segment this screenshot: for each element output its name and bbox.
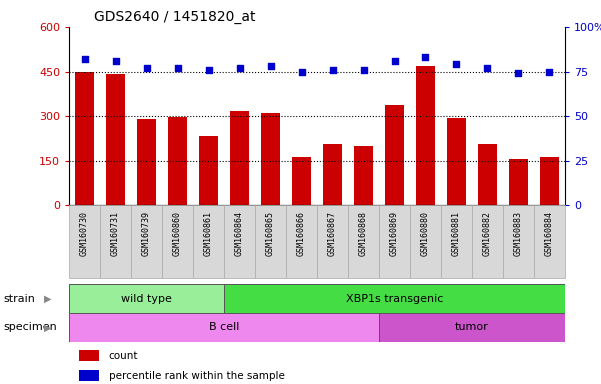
Text: GSM160869: GSM160869 [390,211,399,256]
Point [514,70,523,76]
Bar [348,205,379,278]
Bar [354,146,373,205]
Point [204,67,213,73]
Bar [478,144,497,205]
Bar [168,117,187,205]
Text: GSM160868: GSM160868 [359,211,368,256]
Bar [292,157,311,205]
Text: GSM160880: GSM160880 [421,211,430,256]
Point [389,58,399,64]
Bar [137,119,156,205]
Text: GSM160867: GSM160867 [328,211,337,256]
Bar [379,313,565,342]
Text: specimen: specimen [3,322,56,333]
Text: ▶: ▶ [44,293,51,304]
Bar [100,205,131,278]
Bar [410,205,441,278]
Text: B cell: B cell [209,322,239,333]
Text: GSM160731: GSM160731 [111,211,120,256]
Bar [230,111,249,205]
Point [297,68,307,74]
Point [235,65,245,71]
Bar [69,313,379,342]
Bar [540,157,559,205]
Text: XBP1s transgenic: XBP1s transgenic [346,293,443,304]
Text: GSM160882: GSM160882 [483,211,492,256]
Text: GSM160881: GSM160881 [452,211,461,256]
Point [483,65,492,71]
Bar [79,350,99,361]
Bar [286,205,317,278]
Bar [162,205,193,278]
Point [266,63,275,69]
Text: ▶: ▶ [44,322,51,333]
Bar [509,159,528,205]
Text: count: count [109,351,138,361]
Point [172,65,182,71]
Text: GSM160861: GSM160861 [204,211,213,256]
Bar [534,205,565,278]
Bar [379,205,410,278]
Point [452,61,462,68]
Bar [69,284,224,313]
Bar [447,118,466,205]
Point [80,56,90,62]
Text: percentile rank within the sample: percentile rank within the sample [109,371,285,381]
Bar [224,284,565,313]
Text: GSM160866: GSM160866 [297,211,306,256]
Bar [503,205,534,278]
Point [421,54,430,60]
Text: GSM160884: GSM160884 [545,211,554,256]
Point [111,58,120,64]
Point [545,68,554,74]
Bar [69,205,100,278]
Text: strain: strain [3,293,35,304]
Text: GSM160864: GSM160864 [235,211,244,256]
Text: GSM160860: GSM160860 [173,211,182,256]
Bar [323,144,342,205]
Bar [200,136,218,205]
Bar [131,205,162,278]
Point [142,65,151,71]
Bar [385,105,404,205]
Text: GDS2640 / 1451820_at: GDS2640 / 1451820_at [94,10,255,25]
Text: GSM160865: GSM160865 [266,211,275,256]
Bar [261,113,280,205]
Bar [224,205,255,278]
Bar [75,71,94,205]
Text: wild type: wild type [121,293,172,304]
Bar [441,205,472,278]
Point [328,67,337,73]
Bar [317,205,348,278]
Bar [416,66,435,205]
Bar [79,370,99,381]
Bar [255,205,286,278]
Text: GSM160739: GSM160739 [142,211,151,256]
Point [359,67,368,73]
Text: GSM160883: GSM160883 [514,211,523,256]
Bar [472,205,503,278]
Bar [106,74,125,205]
Text: GSM160730: GSM160730 [80,211,89,256]
Bar [193,205,224,278]
Text: tumor: tumor [455,322,489,333]
